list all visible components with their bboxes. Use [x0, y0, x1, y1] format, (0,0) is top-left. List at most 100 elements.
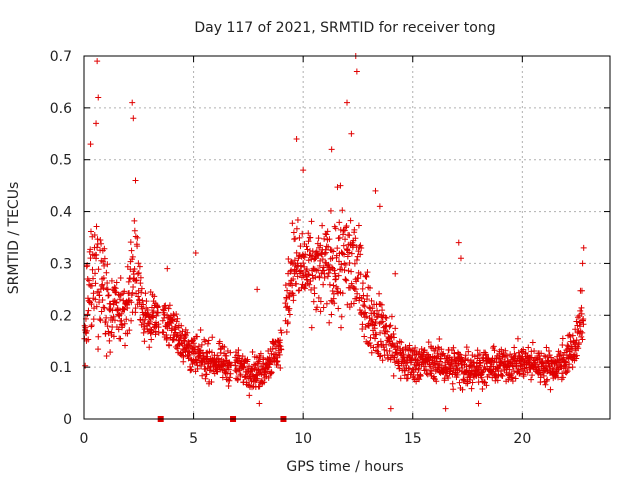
data-point	[355, 222, 362, 229]
data-point	[129, 99, 136, 106]
data-point	[295, 287, 302, 294]
data-point	[216, 338, 223, 345]
data-point	[353, 256, 360, 263]
data-point	[305, 257, 312, 264]
data-point	[575, 345, 582, 352]
data-point	[481, 378, 488, 385]
data-point	[254, 375, 261, 382]
data-point	[475, 400, 482, 407]
data-point	[194, 365, 201, 372]
data-point	[128, 299, 135, 306]
data-point	[121, 320, 128, 327]
data-point	[341, 267, 348, 274]
data-point	[346, 249, 353, 256]
data-point	[150, 308, 157, 315]
data-point	[340, 242, 347, 249]
data-point	[278, 329, 285, 336]
data-point	[326, 236, 333, 243]
data-point	[580, 244, 587, 251]
data-point	[95, 346, 102, 353]
data-point	[108, 277, 115, 284]
data-point	[353, 278, 360, 285]
data-point	[368, 297, 375, 304]
data-point	[276, 339, 283, 346]
data-point	[131, 217, 138, 224]
data-point	[207, 364, 214, 371]
data-point	[204, 353, 211, 360]
data-point	[186, 351, 193, 358]
data-point	[343, 224, 350, 231]
data-point	[111, 317, 118, 324]
data-point	[290, 297, 297, 304]
data-point	[132, 177, 139, 184]
data-point	[160, 329, 167, 336]
data-point	[469, 352, 476, 359]
data-point	[377, 352, 384, 359]
data-point	[311, 285, 318, 292]
data-point	[328, 264, 335, 271]
data-point	[166, 302, 173, 309]
data-point	[438, 362, 445, 369]
data-point	[136, 263, 143, 270]
data-point	[559, 335, 566, 342]
data-point	[84, 295, 91, 302]
data-point	[112, 299, 119, 306]
data-point	[317, 242, 324, 249]
data-point	[357, 271, 364, 278]
data-point	[204, 340, 211, 347]
data-point	[275, 361, 282, 368]
data-point	[112, 285, 119, 292]
data-point	[256, 400, 263, 407]
data-point	[394, 351, 401, 358]
data-point	[208, 349, 215, 356]
data-point	[307, 278, 314, 285]
data-point	[137, 274, 144, 281]
data-point	[219, 374, 226, 381]
data-point	[103, 269, 110, 276]
data-point	[326, 319, 333, 326]
data-point	[226, 374, 233, 381]
data-point	[379, 318, 386, 325]
data-point	[277, 337, 284, 344]
data-point	[300, 260, 307, 267]
data-point	[214, 352, 221, 359]
data-point	[174, 345, 181, 352]
data-point	[277, 343, 284, 350]
data-point	[462, 352, 469, 359]
data-point	[107, 349, 114, 356]
data-point	[286, 311, 293, 318]
data-point	[563, 369, 570, 376]
data-point	[361, 333, 368, 340]
data-point	[148, 336, 155, 343]
data-point	[354, 290, 361, 297]
data-point	[304, 276, 311, 283]
data-point	[269, 345, 276, 352]
data-point	[101, 255, 108, 262]
data-point	[86, 248, 93, 255]
data-point	[406, 365, 413, 372]
data-point	[135, 293, 142, 300]
data-point	[283, 328, 290, 335]
data-point	[468, 385, 475, 392]
data-point	[94, 244, 101, 251]
data-point	[97, 317, 104, 324]
data-point	[290, 292, 297, 299]
data-point	[364, 292, 371, 299]
data-point	[165, 305, 172, 312]
data-point	[194, 333, 201, 340]
data-point	[87, 255, 94, 262]
data-point	[94, 58, 101, 65]
data-point	[580, 316, 587, 323]
data-point	[264, 368, 271, 375]
data-point	[141, 316, 148, 323]
data-point	[287, 268, 294, 275]
data-point	[268, 369, 275, 376]
axis-ticks: 0 5 10 15 20 0 0.1 0.2 0.3 0.4 0.5 0.6 0.7	[50, 49, 610, 447]
data-point	[110, 313, 117, 320]
data-point	[103, 353, 110, 360]
data-point	[319, 222, 326, 229]
data-point	[198, 363, 205, 370]
data-point	[146, 344, 153, 351]
data-point	[570, 337, 577, 344]
